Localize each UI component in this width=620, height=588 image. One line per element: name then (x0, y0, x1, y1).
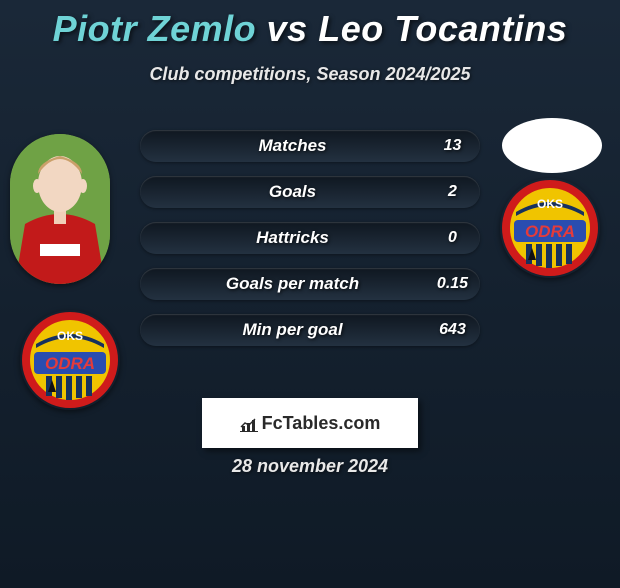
stat-row-hattricks: Hattricks 0 (140, 222, 480, 254)
stat-label: Goals per match (140, 274, 425, 294)
footer-date: 28 november 2024 (0, 456, 620, 477)
stat-value: 0 (425, 229, 480, 247)
source-logo: FcTables.com (240, 413, 381, 434)
subtitle: Club competitions, Season 2024/2025 (0, 64, 620, 85)
comparison-title: Piotr Zemlo vs Leo Tocantins (0, 8, 620, 50)
stat-label: Goals (140, 182, 425, 202)
stat-value: 13 (425, 137, 480, 155)
stat-value: 643 (425, 321, 480, 339)
player2-name: Leo Tocantins (318, 8, 567, 49)
vs-text: vs (267, 8, 308, 49)
stat-row-gpm: Goals per match 0.15 (140, 268, 480, 300)
stat-row-goals: Goals 2 (140, 176, 480, 208)
stats-block: Matches 13 Goals 2 Hattricks 0 Goals per… (140, 130, 480, 360)
svg-text:OKS: OKS (57, 329, 83, 343)
player2-portrait (502, 118, 602, 173)
stat-value: 0.15 (425, 275, 480, 293)
player1-portrait (10, 134, 110, 284)
player1-name: Piotr Zemlo (53, 8, 257, 49)
chart-icon (240, 416, 258, 430)
stat-label: Matches (140, 136, 425, 156)
svg-text:ODRA: ODRA (45, 354, 95, 373)
stat-label: Hattricks (140, 228, 425, 248)
source-logo-box: FcTables.com (202, 398, 418, 448)
stat-row-mpg: Min per goal 643 (140, 314, 480, 346)
svg-text:OKS: OKS (537, 197, 563, 211)
stat-value: 2 (425, 183, 480, 201)
player2-club-badge: OKS ODRA (500, 178, 600, 278)
player1-club-badge: OKS ODRA (20, 310, 120, 410)
source-logo-text: FcTables.com (262, 413, 381, 434)
svg-text:ODRA: ODRA (525, 222, 575, 241)
stat-label: Min per goal (140, 320, 425, 340)
stat-row-matches: Matches 13 (140, 130, 480, 162)
